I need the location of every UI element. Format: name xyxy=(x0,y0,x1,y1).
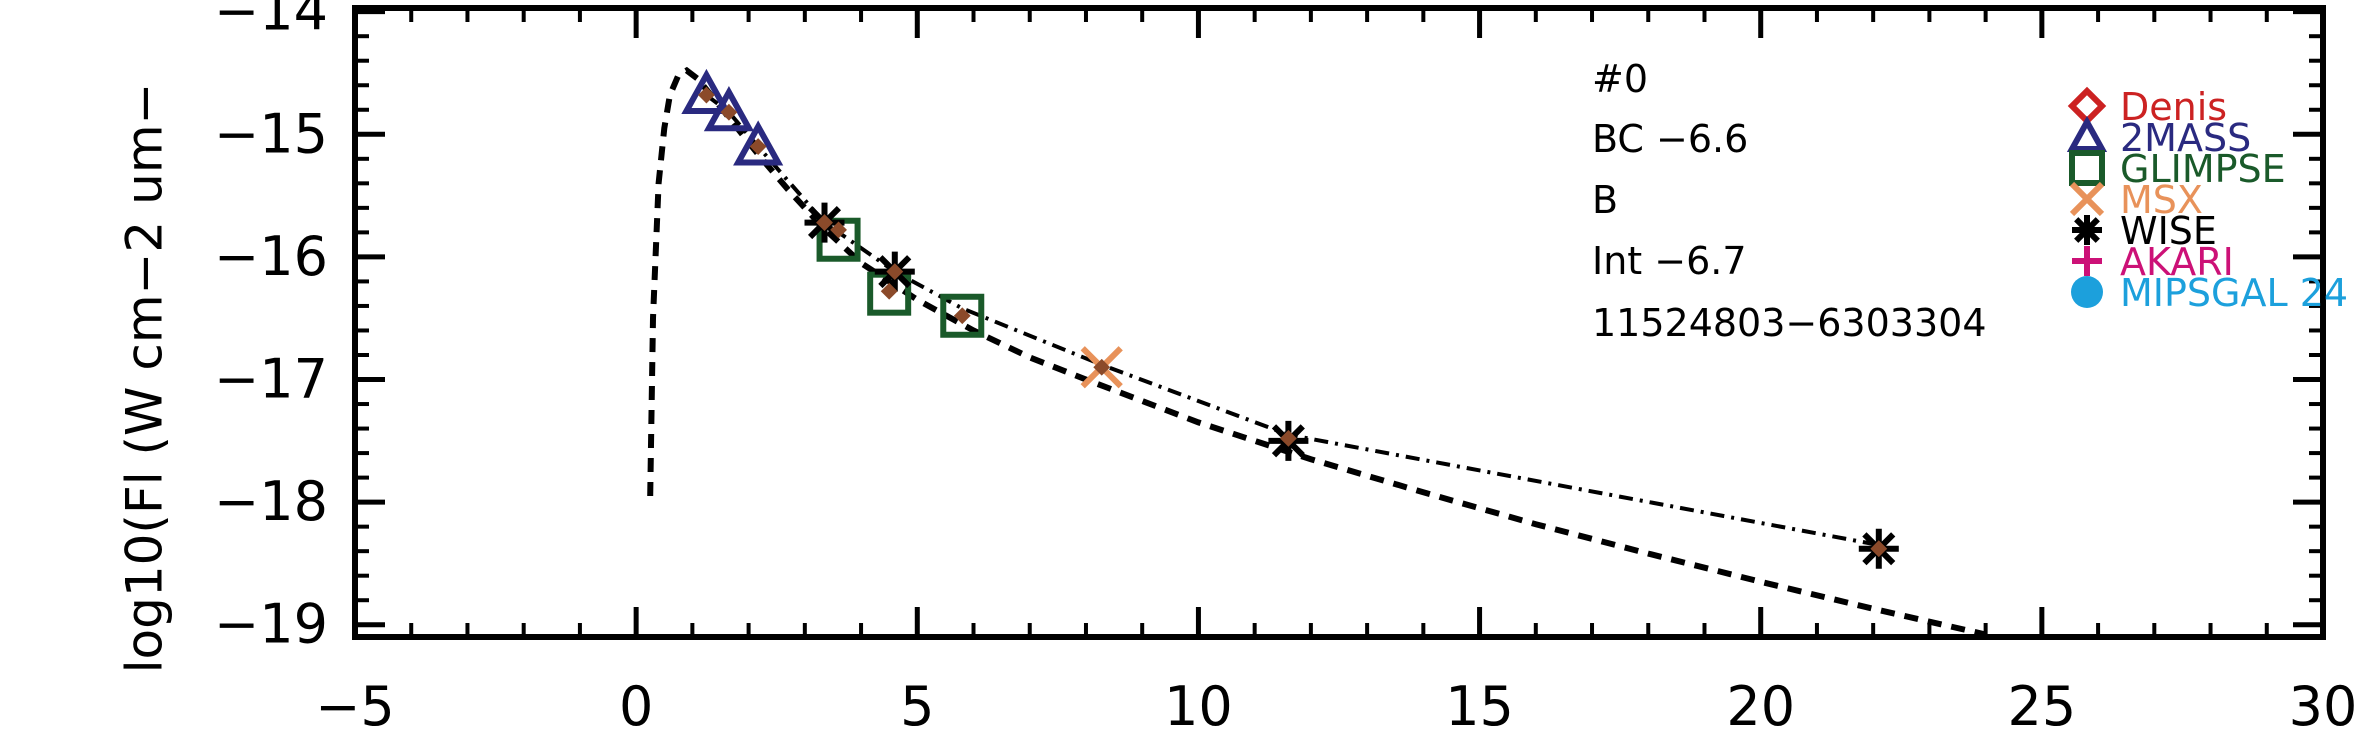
annotation-id: #0 xyxy=(1592,57,1648,101)
x-tick-label: 10 xyxy=(1164,675,1233,738)
legend-marker-circle xyxy=(2071,276,2103,308)
model-flux-point xyxy=(749,138,767,155)
y-tick-label: −18 xyxy=(214,470,328,533)
model-curves xyxy=(647,66,1987,637)
model-flux-point xyxy=(953,307,971,325)
legend-marker-triangle xyxy=(2066,115,2108,152)
plot-frame xyxy=(352,5,2326,640)
model-flux-point xyxy=(1279,429,1297,447)
x-tick-label: −5 xyxy=(315,675,395,738)
y-tick-label: −17 xyxy=(214,348,328,411)
glimpse-point xyxy=(940,293,985,338)
model-flux-point xyxy=(1093,358,1111,376)
x-tick-label: 25 xyxy=(2007,675,2076,738)
legend-marker-x xyxy=(2069,181,2105,217)
annotation-source-name: 11524803−6303304 xyxy=(1592,301,1987,345)
annotation-bc: BC −6.6 xyxy=(1592,117,1748,161)
model-flux-point xyxy=(720,103,738,121)
y-tick-label: −15 xyxy=(214,102,328,165)
model-flux-point xyxy=(880,282,898,300)
y-axis-label: log10(Fl (W cm−2 um− xyxy=(116,83,174,674)
annotation-class: B xyxy=(1592,178,1618,222)
data-points xyxy=(681,68,1899,569)
x-tick-label: 15 xyxy=(1445,675,1514,738)
y-tick-label: −19 xyxy=(214,593,328,656)
legend-label: AKARI xyxy=(2120,240,2234,284)
model-flux-point xyxy=(816,214,833,231)
axes: −5 0 5 10 15 20 25 30 −14 −15 −16 −17 −18 −19 xyxy=(214,0,2357,738)
x-tick-label: 0 xyxy=(619,675,653,738)
2mass-point xyxy=(703,86,755,132)
model-flux-point xyxy=(1870,540,1888,558)
2mass-point xyxy=(681,68,732,115)
y-tick-label: −14 xyxy=(214,0,328,43)
legend-marker-square xyxy=(2069,150,2105,186)
x-tick-label: 5 xyxy=(900,675,934,738)
legend-label: MSX xyxy=(2120,178,2203,222)
info-annotation: #0 BC −6.6 B Int −6.7 11524803−6303304 xyxy=(1592,57,1987,345)
model-curve-dashed xyxy=(647,66,1987,637)
legend-marker-plus xyxy=(2072,246,2102,276)
legend-label: Denis xyxy=(2120,85,2227,129)
model-flux-point xyxy=(886,263,904,281)
legend-label: 2MASS xyxy=(2120,116,2251,160)
annotation-int: Int −6.7 xyxy=(1592,239,1747,283)
legend-label: WISE xyxy=(2120,209,2217,253)
x-tick-label: 20 xyxy=(1726,675,1795,738)
legend-label: MIPSGAL 24 xyxy=(2120,271,2348,315)
legend-marker-asterisk xyxy=(2072,215,2102,245)
legend-label: GLIMPSE xyxy=(2120,147,2286,191)
model-flux-point xyxy=(830,221,847,239)
x-tick-label: 30 xyxy=(2289,675,2358,738)
y-tick-label: −16 xyxy=(214,225,328,288)
2mass-point xyxy=(733,120,784,166)
model-flux-point xyxy=(698,86,715,104)
